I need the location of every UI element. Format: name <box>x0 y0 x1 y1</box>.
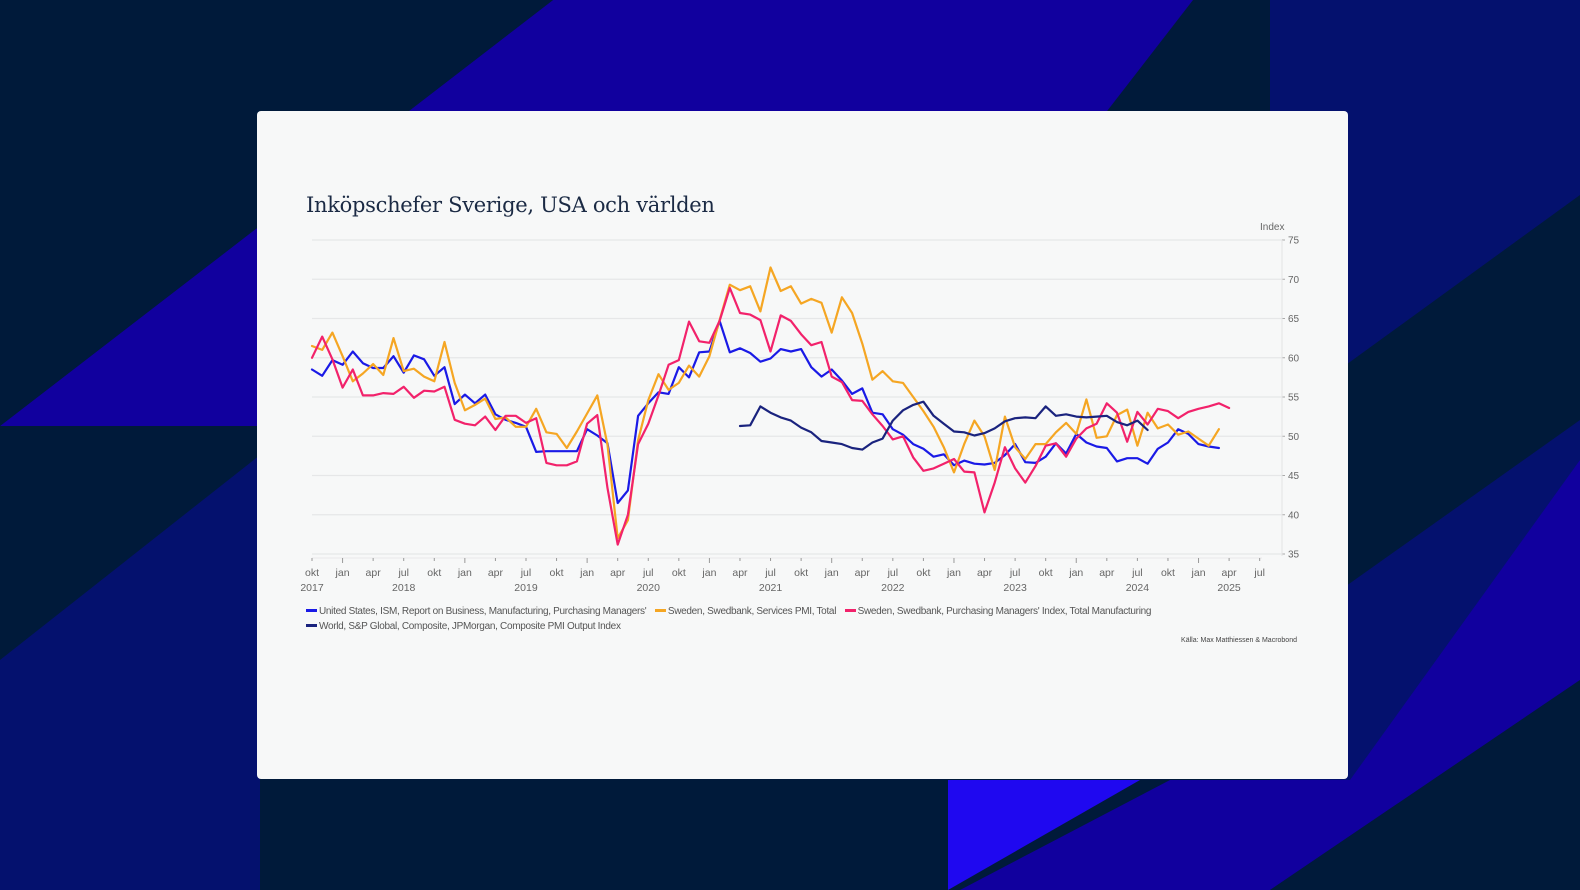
series-line-2 <box>310 266 1221 540</box>
x-tick-label: apr <box>488 567 504 579</box>
x-year-label: 2024 <box>1126 582 1150 594</box>
x-tick-label: jul <box>764 567 776 579</box>
x-tick-label: jan <box>1191 567 1206 579</box>
y-tick-label: 40 <box>1288 510 1300 521</box>
x-tick-label: jan <box>946 567 961 579</box>
bg-stripe-left-lower <box>0 455 260 890</box>
x-year-label: 2019 <box>514 582 538 594</box>
legend-swatch <box>306 623 317 627</box>
x-tick-label: apr <box>732 567 748 579</box>
x-tick-label: jul <box>887 567 899 579</box>
series-line-1 <box>310 319 1221 505</box>
y-tick-label: 35 <box>1288 550 1300 561</box>
x-tick-label: jan <box>1068 567 1083 579</box>
bg-stripe-dark-lower-left <box>330 780 600 890</box>
x-tick-label: okt <box>794 567 808 579</box>
x-tick-label: jan <box>457 567 472 579</box>
bg-stripe-blue-lower <box>960 460 1580 890</box>
legend-swatch <box>306 608 317 612</box>
legend-item-world-composite: World, S&P Global, Composite, JPMorgan, … <box>306 619 621 634</box>
x-year-label: 2025 <box>1217 582 1241 594</box>
x-year-label: 2023 <box>1003 582 1027 594</box>
x-tick-label: okt <box>550 567 564 579</box>
legend: United States, ISM, Report on Business, … <box>306 604 1266 634</box>
gridlines <box>312 239 1282 555</box>
legend-item-sweden-services: Sweden, Swedbank, Services PMI, Total <box>654 604 836 619</box>
x-axis: okt 2017 jan apr jul 2018 okt jan apr jul 2019 okt j… <box>300 557 1265 594</box>
x-tick-label: jul <box>520 567 532 579</box>
x-tick-label: apr <box>855 567 871 579</box>
y-tick-label: 60 <box>1288 353 1300 364</box>
bg-stripe-bright <box>948 780 1140 890</box>
x-tick-label: jan <box>701 567 716 579</box>
x-tick-label: okt <box>672 567 686 579</box>
y-tick-label: 45 <box>1288 471 1300 482</box>
x-tick-label: apr <box>1222 567 1238 579</box>
series-lines <box>310 266 1231 546</box>
x-tick-label: jan <box>335 567 350 579</box>
x-tick-label: okt <box>916 567 930 579</box>
x-tick-label: apr <box>366 567 382 579</box>
y-axis: 35 40 45 50 55 60 65 70 75 Index <box>1260 222 1300 561</box>
chart-title: Inköpschefer Sverige, USA och världen <box>306 193 715 217</box>
y-tick-label: 75 <box>1288 236 1300 247</box>
x-year-label: 2018 <box>392 582 416 594</box>
y-tick-label: 50 <box>1288 432 1300 443</box>
x-tick-label: okt <box>1039 567 1053 579</box>
x-tick-label: jan <box>579 567 594 579</box>
x-tick-label: okt <box>305 567 319 579</box>
x-tick-label: apr <box>610 567 626 579</box>
y-axis-label: Index <box>1260 222 1284 233</box>
x-tick-label: jul <box>1253 567 1265 579</box>
x-tick-label: jul <box>642 567 654 579</box>
y-tick-label: 65 <box>1288 314 1300 325</box>
chart-card <box>257 111 1348 779</box>
x-tick-label: okt <box>1161 567 1175 579</box>
source-note: Källa: Max Matthiessen & Macrobond <box>1181 637 1297 644</box>
x-year-label: 2022 <box>881 582 905 594</box>
legend-swatch <box>844 608 856 612</box>
y-tick-label: 55 <box>1288 393 1300 404</box>
x-year-label: 2017 <box>300 582 324 594</box>
x-year-label: 2021 <box>759 582 783 594</box>
x-tick-label: okt <box>427 567 441 579</box>
x-tick-label: apr <box>977 567 993 579</box>
legend-item-sweden-manufacturing: Sweden, Swedbank, Purchasing Managers' I… <box>844 604 1151 619</box>
y-tick-label: 70 <box>1288 275 1300 286</box>
x-year-label: 2020 <box>637 582 661 594</box>
x-tick-label: jan <box>824 567 839 579</box>
legend-item-us-ism: United States, ISM, Report on Business, … <box>306 604 647 619</box>
legend-swatch <box>654 608 666 612</box>
series-line-4 <box>738 400 1149 451</box>
bg-stripe-dark-lower-right <box>1270 680 1580 890</box>
x-tick-label: jul <box>397 567 409 579</box>
series-line-3 <box>310 286 1231 546</box>
x-tick-label: jul <box>1131 567 1143 579</box>
x-tick-label: jul <box>1009 567 1021 579</box>
x-tick-label: apr <box>1099 567 1115 579</box>
